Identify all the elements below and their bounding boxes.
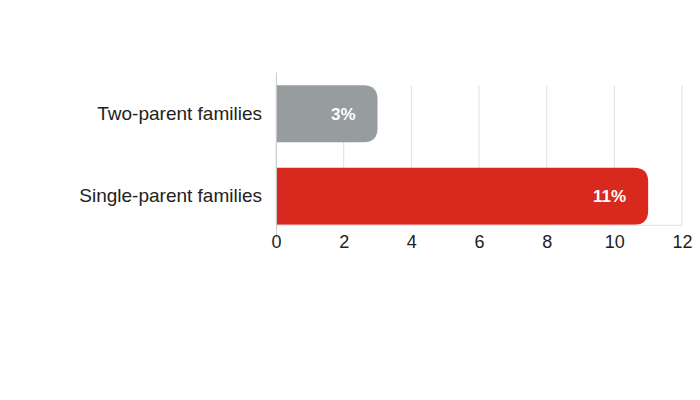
axis-line xyxy=(276,73,277,239)
tick-label: 8 xyxy=(542,232,552,252)
tick-label: 2 xyxy=(339,232,349,252)
tick-label: Single-parent families xyxy=(79,185,262,206)
tick-label: 6 xyxy=(474,232,484,252)
tick: 0 xyxy=(271,225,281,252)
tick: 8 xyxy=(542,225,552,252)
x-axis: 0 2 4 6 8 10 12 xyxy=(271,225,692,252)
tick: 6 xyxy=(474,225,484,252)
tick: 12 xyxy=(672,225,692,252)
bar xyxy=(276,168,648,225)
axis-line xyxy=(277,225,683,226)
chart: Two-parent families Single-parent familie… xyxy=(0,0,700,400)
tick: 4 xyxy=(407,225,417,252)
bar xyxy=(276,85,378,142)
y-axis: Two-parent families Single-parent familie… xyxy=(79,73,276,239)
bars xyxy=(276,85,648,225)
tick: Two-parent families xyxy=(97,103,262,124)
tick: 2 xyxy=(339,225,349,252)
grid xyxy=(276,85,682,225)
data-label: 11% xyxy=(593,187,626,206)
tick-label: 12 xyxy=(672,232,692,252)
tick-label: 0 xyxy=(271,232,281,252)
data-labels: 3% 11% xyxy=(331,105,626,207)
tick-label: Two-parent families xyxy=(97,103,262,124)
tick: Single-parent families xyxy=(79,185,262,206)
tick-label: 4 xyxy=(407,232,417,252)
tick-label: 10 xyxy=(605,232,625,252)
grid-line xyxy=(682,85,683,225)
data-label: 3% xyxy=(331,105,356,124)
tick: 10 xyxy=(605,225,625,252)
